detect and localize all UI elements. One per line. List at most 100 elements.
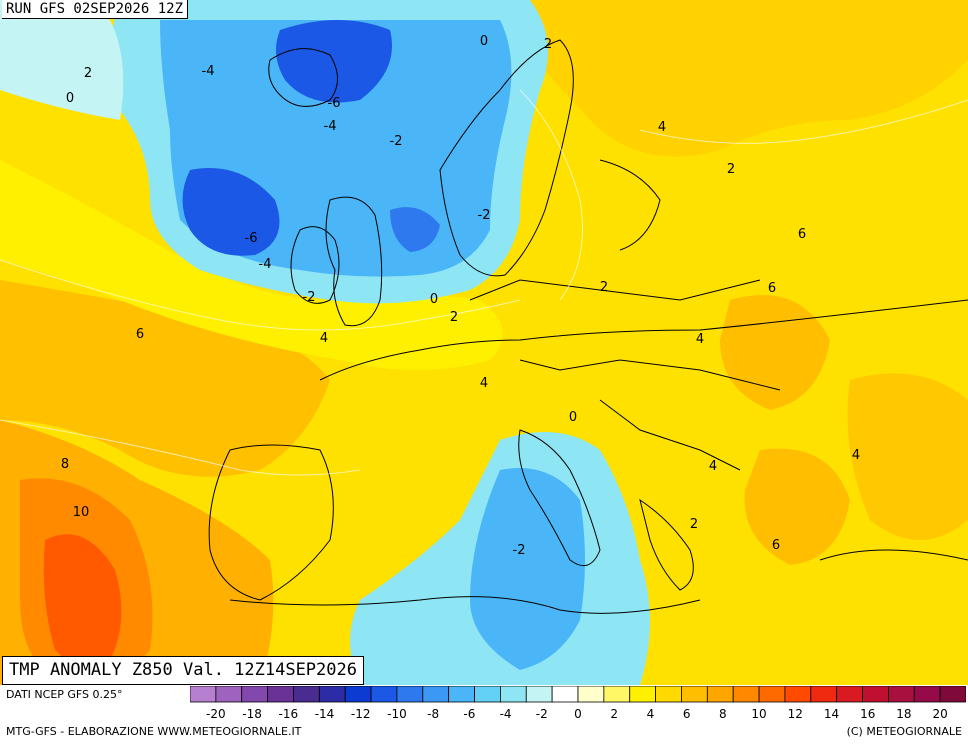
coast-north-africa bbox=[229, 596, 701, 614]
border-finland bbox=[599, 159, 661, 251]
legend-tick-label: -4 bbox=[500, 707, 512, 721]
coastlines bbox=[208, 39, 968, 614]
coast-scandinavia bbox=[439, 39, 574, 277]
cold-core-sea bbox=[390, 207, 440, 252]
coast-iceland bbox=[268, 48, 338, 107]
legend-swatch bbox=[758, 686, 786, 703]
legend-swatch bbox=[913, 686, 941, 703]
contour-value-label: 0 bbox=[480, 34, 488, 49]
coast-britain bbox=[325, 196, 383, 327]
legend-swatch bbox=[629, 686, 657, 703]
legend-swatch bbox=[862, 686, 889, 703]
contour-value-label: 2 bbox=[690, 517, 698, 532]
coast-turkey bbox=[819, 549, 968, 561]
transition-band bbox=[0, 160, 503, 370]
coast-iberia bbox=[208, 444, 334, 601]
credit-left: MTG-GFS - ELABORAZIONE WWW.METEOGIORNALE… bbox=[6, 725, 302, 738]
contour-value-label: 0 bbox=[430, 292, 438, 307]
legend-tick-label: 10 bbox=[751, 707, 766, 721]
contour-value-label: -4 bbox=[202, 64, 215, 79]
contour-value-label: -2 bbox=[303, 290, 316, 305]
legend-swatch bbox=[190, 686, 217, 703]
legend-tick-label: -8 bbox=[427, 707, 439, 721]
contour-value-label: 0 bbox=[66, 91, 74, 106]
borders-balkans bbox=[599, 399, 741, 471]
legend-swatch bbox=[939, 686, 966, 703]
legend-tick-label: -14 bbox=[315, 707, 335, 721]
legend-swatch bbox=[810, 686, 838, 703]
contour-value-label: 6 bbox=[136, 327, 144, 342]
legend-swatch bbox=[293, 686, 320, 703]
contour-value-label: 4 bbox=[709, 459, 717, 474]
contour-lines bbox=[0, 89, 968, 476]
legend-swatch bbox=[551, 686, 579, 703]
legend-swatch bbox=[732, 686, 760, 703]
coast-italy bbox=[518, 429, 601, 567]
contour-line bbox=[0, 259, 521, 331]
legend-tick-label: -12 bbox=[351, 707, 371, 721]
contour-value-label: 4 bbox=[658, 120, 666, 135]
contour-value-label: 6 bbox=[772, 538, 780, 553]
legend-swatch bbox=[499, 686, 527, 703]
legend-tick-label: 0 bbox=[574, 707, 582, 721]
legend-swatch bbox=[655, 686, 682, 703]
cold-core-north bbox=[276, 20, 392, 103]
northern-band bbox=[0, 0, 968, 157]
legend-swatch bbox=[318, 686, 346, 703]
legend-tick-label: -2 bbox=[536, 707, 548, 721]
legend-tick-label: 8 bbox=[719, 707, 727, 721]
contour-value-label: 2 bbox=[84, 66, 92, 81]
legend-tick-label: 4 bbox=[647, 707, 655, 721]
legend-tick-label: 16 bbox=[860, 707, 875, 721]
contour-value-label: 8 bbox=[61, 457, 69, 472]
contour-value-label: -6 bbox=[245, 231, 258, 246]
coast-greece bbox=[639, 498, 694, 591]
legend-tick-label: -16 bbox=[278, 707, 298, 721]
cold-zone-northwest bbox=[0, 0, 124, 120]
legend-swatch bbox=[681, 686, 708, 703]
east-warm-zone-2 bbox=[744, 448, 850, 565]
legend-tick-label: -6 bbox=[463, 707, 475, 721]
legend-swatch bbox=[577, 686, 605, 703]
contour-value-label: 4 bbox=[696, 332, 704, 347]
coast-north-europe bbox=[319, 299, 968, 381]
legend-swatch bbox=[474, 686, 501, 703]
legend-tick-label: -18 bbox=[242, 707, 262, 721]
contour-value-label: 2 bbox=[450, 310, 458, 325]
legend-swatch bbox=[267, 686, 294, 703]
contour-line bbox=[639, 99, 968, 144]
legend-tick-label: -10 bbox=[387, 707, 407, 721]
borders-central bbox=[469, 279, 761, 301]
contour-value-label: 0 bbox=[569, 410, 577, 425]
contour-value-label: 4 bbox=[320, 331, 328, 346]
map-title: TMP ANOMALY Z850 Val. 12Z14SEP2026 bbox=[2, 656, 364, 685]
legend-tick-label: 6 bbox=[683, 707, 691, 721]
contour-value-label: 2 bbox=[544, 37, 552, 52]
legend-swatch bbox=[784, 686, 812, 703]
legend-swatch bbox=[370, 686, 398, 703]
color-legend: -20 -18 -16 -14 -12 -10 -8 -6 -4 -2 0 2 4 6 8 10 12 14 16 1… bbox=[190, 686, 966, 721]
contour-line bbox=[519, 89, 583, 301]
contour-value-label: 4 bbox=[852, 448, 860, 463]
contour-value-label: -6 bbox=[328, 96, 341, 111]
legend-tick-label: 18 bbox=[896, 707, 911, 721]
contour-value-label: -2 bbox=[390, 134, 403, 149]
contour-value-label: 2 bbox=[727, 162, 735, 177]
legend-swatch bbox=[215, 686, 243, 703]
legend-swatch bbox=[448, 686, 475, 703]
contour-value-label: 6 bbox=[768, 281, 776, 296]
contour-value-label: -4 bbox=[324, 119, 337, 134]
legend-tick-label: -20 bbox=[206, 707, 226, 721]
contour-value-label: -4 bbox=[259, 257, 272, 272]
contour-value-label: -2 bbox=[478, 208, 491, 223]
borders-south-central bbox=[519, 359, 781, 391]
credit-right: (C) METEOGIORNALE bbox=[846, 725, 962, 738]
contour-value-label: 10 bbox=[73, 505, 90, 520]
legend-swatch bbox=[836, 686, 863, 703]
legend-swatch bbox=[706, 686, 734, 703]
legend-tick-label: 14 bbox=[824, 707, 839, 721]
contour-value-label: 6 bbox=[798, 227, 806, 242]
legend-swatch bbox=[396, 686, 424, 703]
